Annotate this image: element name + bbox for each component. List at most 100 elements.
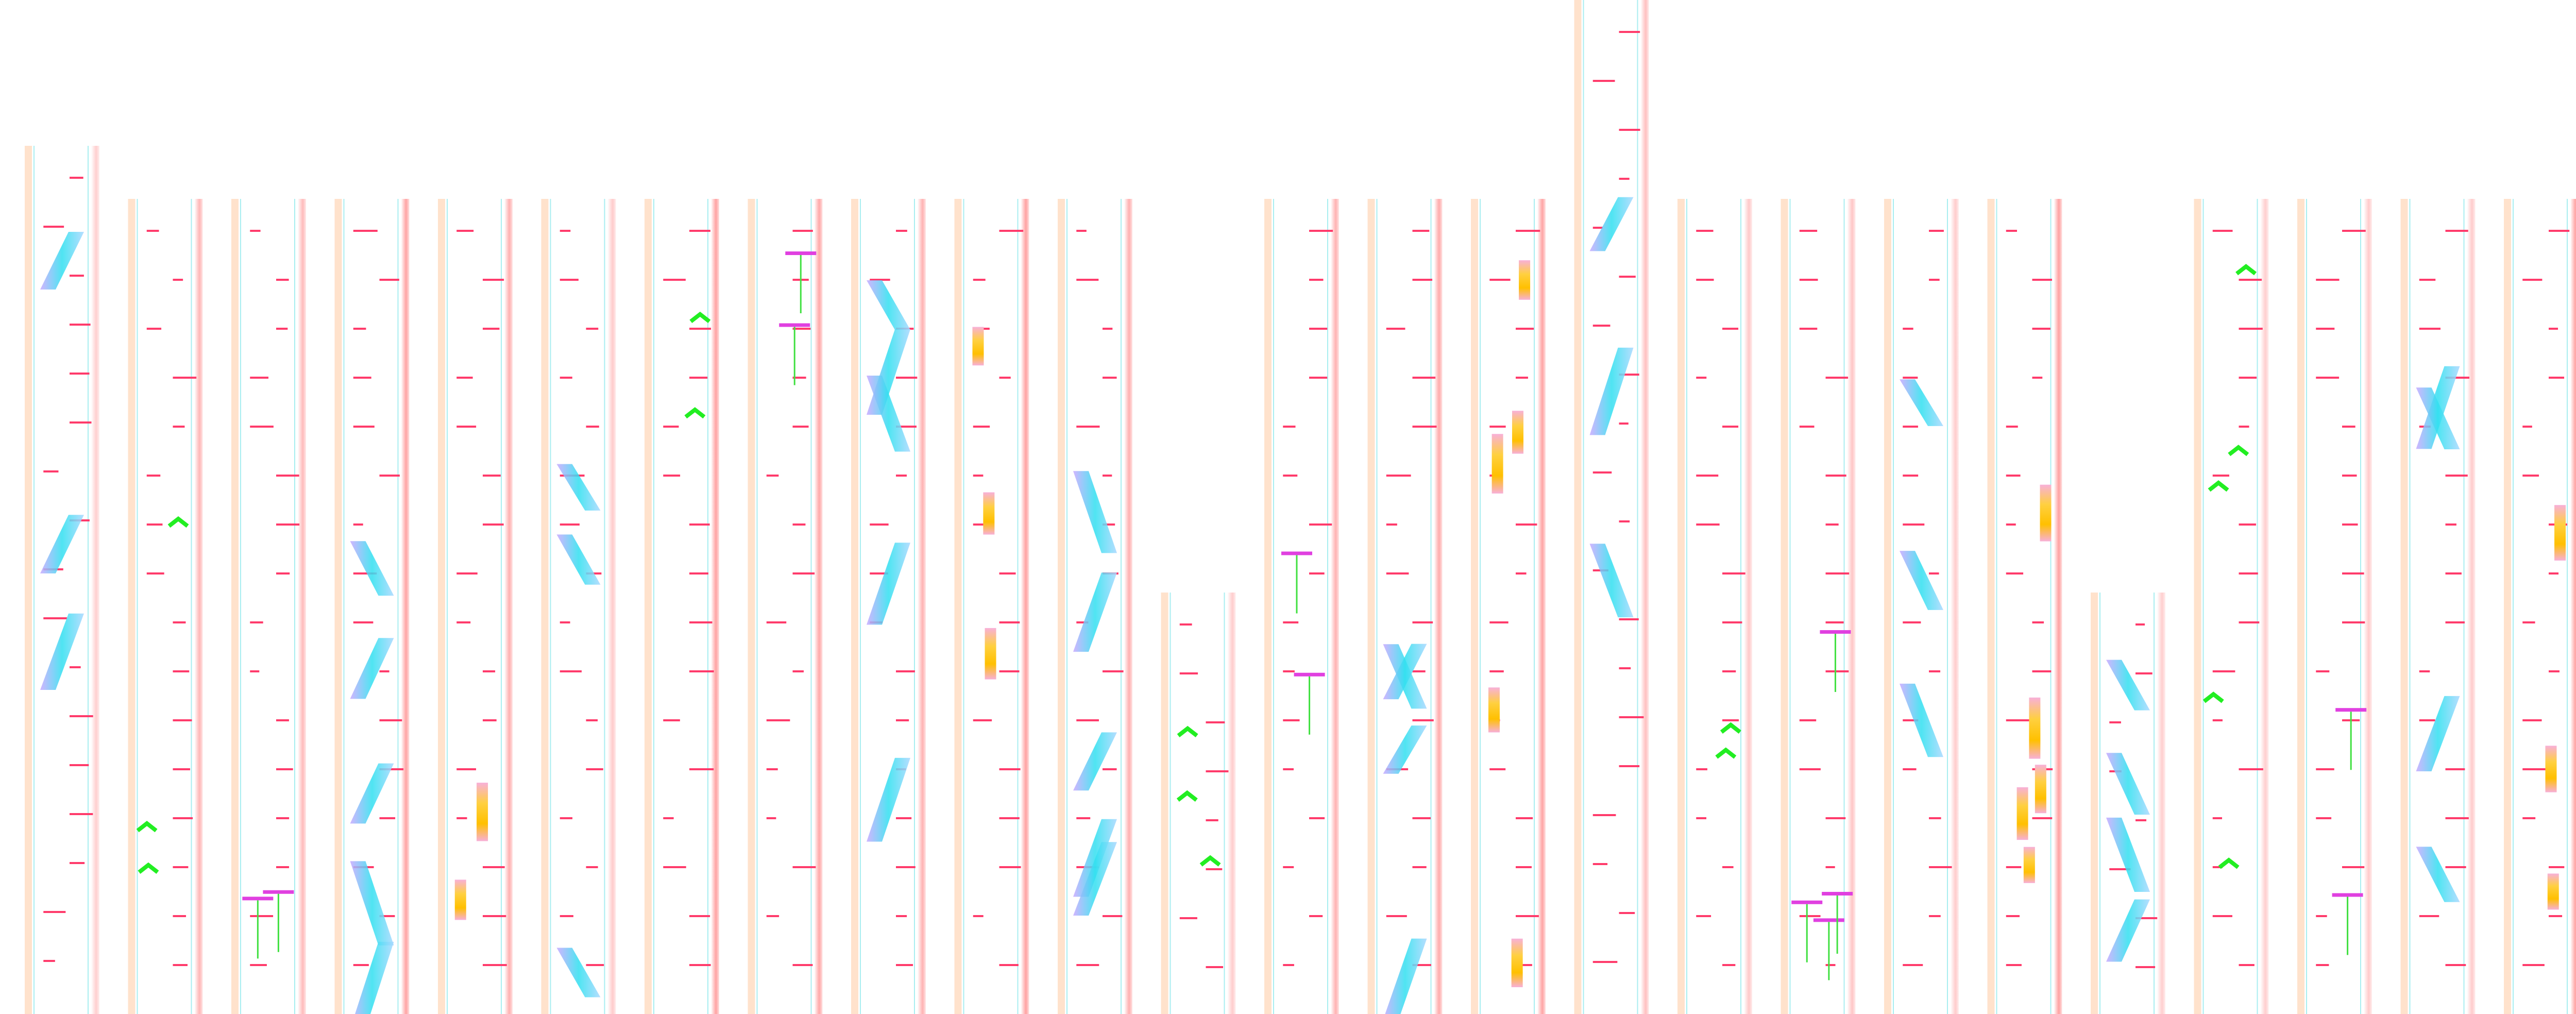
stack [1519,260,1531,300]
marker [483,670,496,672]
marker [1903,426,1918,428]
hold-bar [1822,891,1853,895]
marker [689,523,710,526]
marker [1103,377,1117,379]
marker [2316,915,2327,917]
marker [2445,230,2468,232]
marker [2316,768,2334,770]
lane [1264,199,1339,1014]
stack [2035,765,2046,814]
lane-bg [541,199,616,1014]
marker [999,817,1020,819]
marker [483,523,504,526]
marker [43,226,64,228]
marker [1516,964,1532,966]
slide [40,613,84,690]
slide [350,763,394,824]
marker [1619,716,1644,718]
stack [972,327,984,366]
marker [999,670,1020,672]
marker [2342,523,2358,526]
marker [379,475,400,477]
marker [999,866,1021,868]
marker [663,475,681,477]
marker [896,670,915,672]
marker [1592,325,1611,327]
lane-right-edge [1537,199,1546,1014]
marker [353,621,374,623]
slide [1073,732,1117,791]
lane-right-edge [1227,593,1236,1014]
marker [1722,621,1742,623]
marker [483,279,504,281]
marker [1309,523,1332,526]
marker [1489,621,1509,623]
marker [483,719,497,721]
marker [689,572,708,574]
slide [350,541,394,596]
marker [1309,230,1333,232]
lane [1471,199,1546,1014]
lane-right-edge [2054,199,2062,1014]
stack [2040,484,2052,542]
marker [1076,964,1099,966]
marker [973,475,984,477]
marker [896,426,917,428]
marker [2239,621,2260,623]
marker [2316,670,2330,672]
marker [2522,621,2535,623]
lane [2297,199,2372,1014]
marker [2032,377,2043,379]
marker [1103,670,1124,672]
marker [586,964,604,966]
slide [350,861,394,945]
marker [792,377,806,379]
slide [1073,819,1117,897]
arrow [2228,445,2249,457]
marker [2212,475,2229,477]
marker [1903,621,1921,623]
marker [663,279,686,281]
lane-right-edge [401,199,410,1014]
marker [1309,279,1324,281]
lane [748,199,823,1014]
marker [353,328,366,330]
marker [1179,672,1198,674]
marker [999,377,1011,379]
marker [1592,961,1618,963]
marker [1386,523,1397,526]
marker [560,915,573,917]
marker [146,230,159,232]
marker [173,768,190,770]
marker [896,230,907,232]
marker [1799,768,1821,770]
arrow [138,862,159,874]
lane [1781,199,1856,1014]
marker [1619,667,1631,669]
marker [1076,426,1100,428]
marker [353,523,363,526]
marker [1929,817,1941,819]
lane [1884,199,1959,1014]
lane [541,199,616,1014]
hold-bar [785,251,817,256]
marker [1722,426,1739,428]
slide [1073,572,1117,652]
marker [2136,623,2145,626]
lane-left-edge [1058,199,1065,1014]
lane-right-edge [1331,199,1339,1014]
marker [1412,230,1430,232]
lane-right-edge [711,199,719,1014]
marker [1619,129,1640,131]
marker [2136,966,2156,968]
marker [1929,230,1944,232]
slide [1589,197,1634,251]
lane-right-edge [504,199,513,1014]
marker [250,964,267,966]
lane-right-edge [2467,199,2476,1014]
marker [1592,814,1616,816]
slide [1073,842,1117,916]
slide [1383,644,1427,709]
marker [1489,670,1504,672]
hold-bar [779,323,810,327]
